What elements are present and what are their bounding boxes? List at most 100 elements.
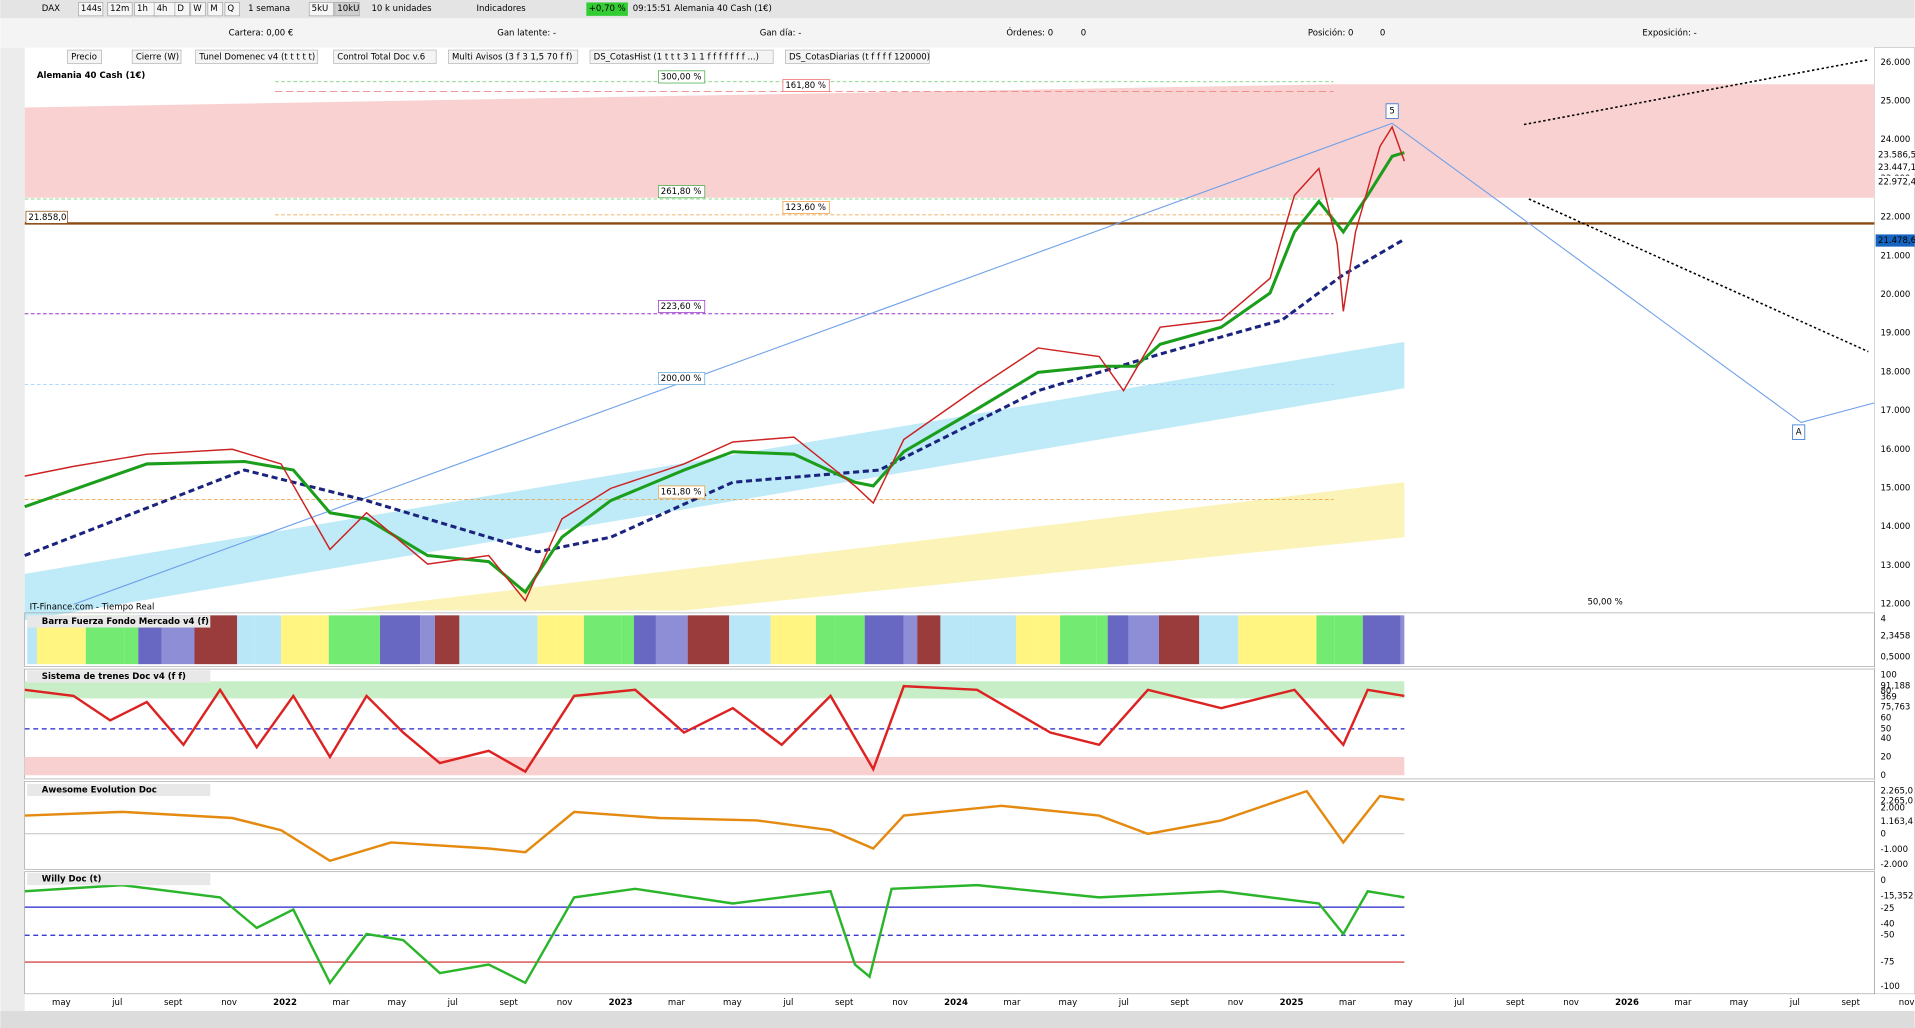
- button[interactable]: [589, 49, 774, 64]
- strength-bar: [745, 615, 771, 665]
- strength-bar: [864, 615, 904, 665]
- indicator-tab[interactable]: Control Total Doc v.6: [337, 52, 425, 62]
- button[interactable]: [207, 2, 223, 17]
- strength-bar: [940, 615, 974, 665]
- panel-axis-label: 80: [1881, 687, 1892, 697]
- timeframe-button[interactable]: Q: [227, 4, 234, 14]
- date-label: sept: [499, 998, 518, 1008]
- button[interactable]: [334, 2, 360, 17]
- fib-annotation: 200,00 %: [661, 374, 702, 384]
- price-label: 24.000: [1881, 135, 1911, 145]
- strength-bar: [583, 615, 622, 665]
- strength-bar: [420, 615, 435, 665]
- button[interactable]: [785, 49, 930, 64]
- strength-bar: [493, 615, 538, 665]
- panel-axis-label: 20: [1881, 752, 1892, 762]
- price-label: 18.000: [1881, 367, 1911, 377]
- indicator-tab[interactable]: Precio: [71, 52, 97, 62]
- date-label: jul: [447, 998, 458, 1008]
- status-bar: [0, 18, 1915, 48]
- strength-bar: [1128, 615, 1159, 665]
- annotation-box: [658, 299, 706, 313]
- units-select[interactable]: 10 k unidades: [371, 4, 432, 14]
- button[interactable]: [195, 49, 319, 64]
- panel-axis-label: 0: [1881, 771, 1886, 781]
- panel-frame: [24, 781, 1875, 870]
- source: IT-Finance.com - Tiempo Real: [30, 602, 155, 612]
- button[interactable]: [190, 2, 206, 17]
- button[interactable]: [308, 2, 334, 17]
- strength-bar: [621, 615, 634, 665]
- panel-name: Willy Doc (t): [42, 875, 102, 885]
- panel-axis-label: 100: [1881, 671, 1897, 681]
- strength-bar: [1334, 615, 1363, 665]
- price-tag: 23.447,1: [1878, 163, 1915, 173]
- button[interactable]: [107, 2, 133, 17]
- scrollbar: [0, 1010, 1915, 1028]
- status-item: Gan día: -: [760, 28, 802, 38]
- annotation-box: [658, 70, 706, 84]
- date-label: nov: [1563, 998, 1579, 1008]
- timeframe-button[interactable]: 1h: [137, 4, 148, 14]
- fib-annotation: 223,60 %: [661, 302, 702, 312]
- price-label: 17.000: [1881, 406, 1911, 416]
- timeframe-button[interactable]: 4h: [157, 4, 168, 14]
- strength-bar: [555, 615, 584, 665]
- button[interactable]: [333, 49, 437, 64]
- strength-bar: [903, 615, 918, 665]
- date-label: may: [52, 998, 71, 1008]
- date-label: may: [1394, 998, 1413, 1008]
- panel-axis-label: 75,763: [1881, 702, 1911, 712]
- status-item: 0: [1081, 28, 1086, 38]
- units-button[interactable]: 5kU: [312, 4, 329, 14]
- button[interactable]: [131, 49, 182, 64]
- fib-annotation: 123,60 %: [785, 203, 826, 213]
- strength-bar: [317, 615, 329, 665]
- fib-annotation: 50,00 %: [1587, 597, 1622, 607]
- price-tag-bg: [1875, 175, 1915, 189]
- strength-bar: [835, 615, 865, 665]
- units-button[interactable]: 10kU: [337, 4, 359, 14]
- strength-bar: [917, 615, 941, 665]
- timeframe-button[interactable]: D: [177, 4, 184, 14]
- strength-bar: [655, 615, 688, 665]
- period-select[interactable]: 1 semana: [248, 4, 290, 14]
- date-label: mar: [332, 998, 350, 1008]
- timeframe-button[interactable]: 12m: [110, 4, 129, 14]
- date-label: nov: [1228, 998, 1244, 1008]
- panel-axis-label: 0: [1881, 876, 1886, 886]
- strength-bar: [1158, 615, 1200, 665]
- button[interactable]: [78, 2, 104, 17]
- strength-bar: [254, 615, 282, 665]
- timeframe-button[interactable]: 144s: [81, 4, 102, 14]
- price-label: 26.000: [1881, 58, 1911, 68]
- timeframe-button[interactable]: W: [193, 4, 202, 14]
- button[interactable]: [174, 2, 190, 17]
- price-label: 19.000: [1881, 329, 1911, 339]
- level-tag: 21.858,0: [28, 213, 66, 223]
- panel-axis-label: -100: [1881, 982, 1900, 992]
- date-label: 2024: [944, 998, 968, 1008]
- timeframe-button[interactable]: M: [210, 4, 217, 14]
- indicator-tab[interactable]: Multi Avisos (3 f 3 1,5 70 f f): [452, 52, 572, 62]
- indicator-tab[interactable]: DS_CotasHist (1 t t t 3 1 1 f f f f f f …: [594, 52, 759, 62]
- button[interactable]: [67, 49, 102, 64]
- date-label: sept: [1506, 998, 1525, 1008]
- price-label: 12.000: [1881, 600, 1911, 610]
- indicators-button[interactable]: Indicadores: [476, 4, 526, 14]
- change-badge: [586, 2, 628, 16]
- indicator-tab[interactable]: DS_CotasDiarias (t f f f f 120000): [789, 52, 930, 62]
- indicator-tab[interactable]: Cierre (W): [136, 52, 179, 62]
- symbol[interactable]: DAX: [42, 4, 60, 14]
- button[interactable]: [224, 2, 240, 17]
- strength-bar: [380, 615, 421, 665]
- cyan-band: [24, 341, 1405, 621]
- strength-bar: [1107, 615, 1129, 665]
- status-item: Cartera: 0,00 €: [229, 28, 294, 38]
- button[interactable]: [448, 49, 579, 64]
- date-label: jul: [111, 998, 122, 1008]
- instrument: Alemania 40 Cash (1€): [674, 4, 772, 14]
- panel-axis-label: 60: [1881, 713, 1892, 723]
- indicator-tab[interactable]: Tunel Domenec v4 (t t t t t): [198, 52, 315, 62]
- annotation-box: [782, 201, 830, 215]
